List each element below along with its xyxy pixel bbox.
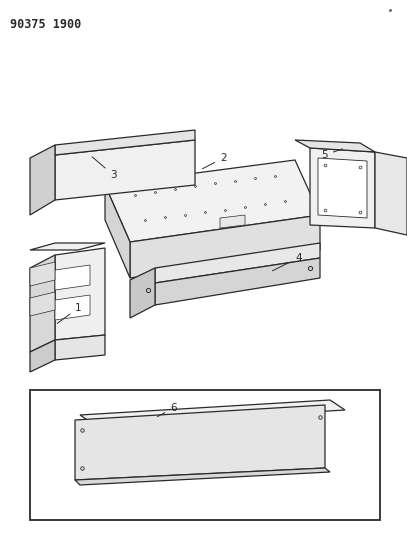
Text: 90375 1900: 90375 1900 (10, 18, 81, 31)
Polygon shape (30, 243, 105, 250)
Polygon shape (130, 268, 155, 318)
Polygon shape (55, 248, 105, 340)
Polygon shape (105, 185, 130, 278)
Text: 1: 1 (57, 303, 82, 324)
Text: 5: 5 (322, 149, 342, 160)
Polygon shape (55, 265, 90, 290)
Polygon shape (375, 152, 407, 235)
Polygon shape (105, 160, 320, 242)
Polygon shape (318, 158, 367, 218)
Text: 6: 6 (158, 403, 177, 417)
Polygon shape (55, 140, 195, 200)
Text: 3: 3 (92, 157, 117, 180)
Polygon shape (30, 292, 55, 316)
Polygon shape (30, 262, 55, 286)
Polygon shape (30, 340, 55, 372)
Polygon shape (75, 405, 325, 480)
Polygon shape (220, 215, 245, 228)
Text: 4: 4 (273, 253, 302, 271)
Text: 2: 2 (202, 153, 227, 169)
Polygon shape (155, 243, 320, 283)
Polygon shape (75, 468, 330, 485)
Polygon shape (295, 140, 375, 152)
Polygon shape (80, 400, 345, 425)
Bar (30, 390, 380, 520)
Polygon shape (30, 255, 55, 352)
Polygon shape (55, 295, 90, 320)
Polygon shape (130, 215, 320, 278)
Polygon shape (155, 258, 320, 305)
Polygon shape (30, 145, 55, 215)
Polygon shape (55, 130, 195, 155)
Polygon shape (310, 148, 375, 228)
Polygon shape (55, 335, 105, 360)
